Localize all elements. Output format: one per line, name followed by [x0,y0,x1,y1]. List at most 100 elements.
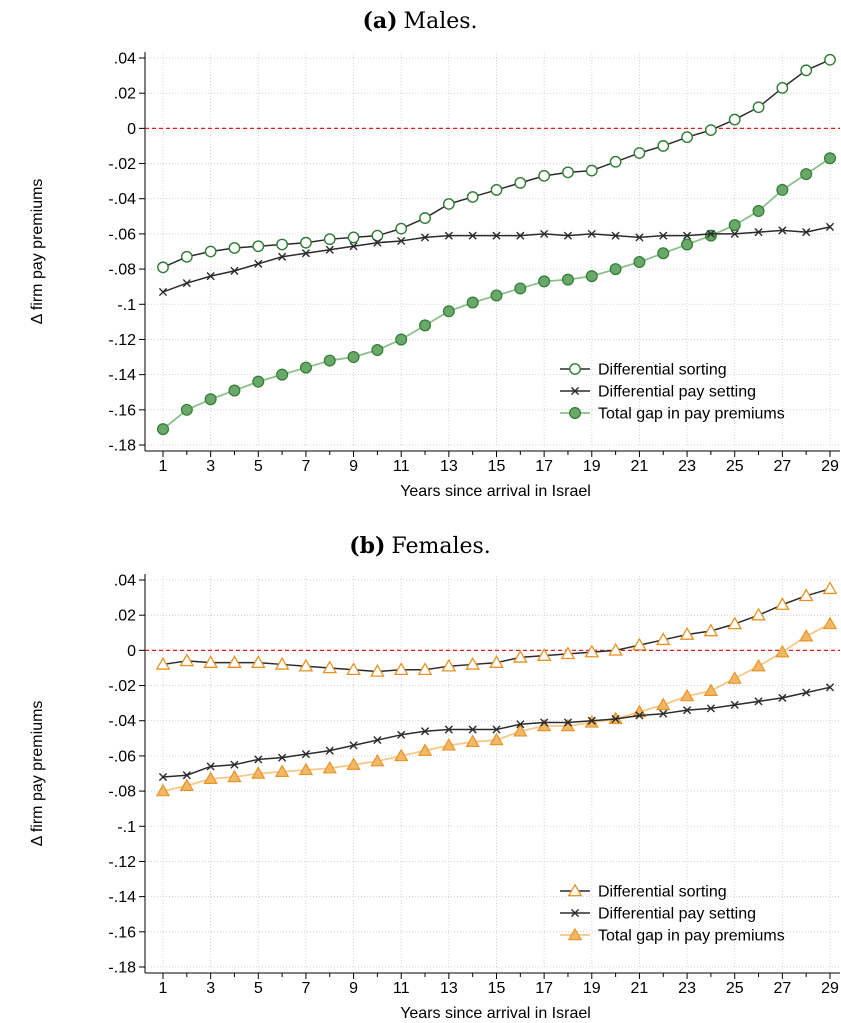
data-point [656,697,671,711]
data-point [182,771,191,780]
data-point [822,581,838,595]
x-tick-label: 23 [678,458,696,475]
data-point [230,266,239,275]
data-point [659,709,668,718]
data-point [727,671,742,684]
data-point [778,693,787,702]
data-point [538,169,551,182]
data-point [301,249,311,258]
data-point [727,616,743,630]
data-point [254,755,263,764]
data-point [635,233,644,242]
data-point [587,716,596,725]
data-point [823,152,836,165]
x-tick-label: 5 [254,980,263,997]
data-point [203,655,218,668]
data-point [682,706,692,715]
series-differential-sorting [157,53,836,274]
data-point [274,764,290,777]
data-point [228,384,241,397]
data-point [346,757,361,770]
data-point [540,229,549,239]
data-point [776,82,789,94]
data-point [513,649,528,663]
legend-marker [567,927,583,941]
data-point [206,272,215,281]
data-point [373,238,382,247]
data-point [802,228,811,237]
data-point [444,725,453,734]
data-point [227,655,242,668]
data-point [585,164,598,177]
data-point [513,723,528,737]
x-tick-label: 21 [631,980,649,997]
data-point [370,663,385,677]
data-point [540,718,549,727]
x-tick-label: 21 [631,458,649,475]
data-point [492,725,501,734]
data-point [393,662,409,676]
y-tick-label: -.02 [108,678,136,695]
data-point [681,131,693,144]
y-tick-label: -.18 [108,960,136,977]
data-point [180,250,193,263]
data-point [679,627,695,640]
x-tick-label: 5 [254,458,263,475]
data-point [822,616,838,630]
panel-title-text: Males. [404,9,478,34]
x-tick-label: 19 [583,458,601,475]
y-tick-label: -.08 [108,262,136,279]
data-point [776,183,789,196]
data-point [155,656,171,670]
legend: Differential sorting Differential pay set… [560,362,785,423]
data-point [465,734,480,748]
data-point [349,242,358,251]
chart-panel-females: (b) Females. .04 .02 0 -.02 -.04 -.06 -.08 -.1 -.1… [29,533,840,1022]
x-tick-label: 15 [488,980,506,997]
legend-marker [567,883,583,897]
data-point [441,738,457,751]
data-point [585,270,598,283]
data-point [441,658,457,672]
data-point [179,778,194,792]
data-point [538,275,551,288]
data-point [706,229,715,239]
data-point [584,644,600,658]
data-point [276,238,289,251]
data-point [703,683,719,697]
data-point [325,746,334,755]
y-tick-label: -.1 [117,297,136,314]
x-tick-label: 25 [726,458,744,475]
y-tick-label: -.1 [117,819,136,836]
data-point [751,607,766,621]
y-tick-label: -.18 [108,438,136,455]
data-point [182,279,191,288]
y-axis-label: Δ firm pay premiums [29,179,46,325]
legend-marker [568,407,581,420]
legend-marker [570,908,580,918]
x-tick-label: 27 [773,458,791,475]
panel-title: (b) Females. [349,533,491,559]
data-point [227,769,242,783]
data-point [278,753,287,762]
data-point [371,344,384,357]
data-point [563,231,573,240]
y-tick-label: 0 [127,121,136,138]
data-point [252,240,265,253]
data-point [754,697,763,706]
x-tick-label: 13 [440,980,458,997]
series-differential-pay-setting [158,683,835,782]
data-point [728,113,741,126]
data-point [659,231,668,240]
legend: Differential sorting Differential pay set… [560,883,785,945]
data-point [824,53,836,66]
panel-label: (b) [349,533,385,559]
data-point [751,658,766,672]
data-point [278,252,287,261]
x-tick-label: 11 [393,980,410,997]
data-point [492,231,501,240]
data-point [609,155,622,168]
data-point [322,660,338,674]
data-point [778,226,787,235]
